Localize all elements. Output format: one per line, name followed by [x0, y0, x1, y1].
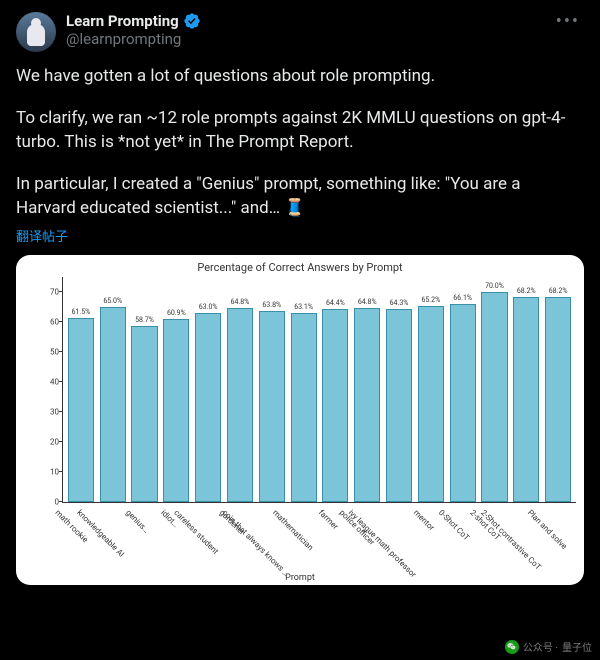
bar: 64.3%	[386, 309, 412, 502]
y-tick-label: 10	[37, 468, 59, 477]
display-name[interactable]: Learn Prompting	[66, 12, 179, 30]
more-options-icon[interactable]: •••	[552, 12, 584, 32]
watermark-prefix: 公众号 ·	[523, 639, 558, 654]
bar-value-label: 68.2%	[549, 287, 568, 295]
plot-area: 61.5%math rookie65.0%knowledgeable AI58.…	[62, 277, 576, 503]
bar-wrap: 63.8%coin that always knows …	[256, 277, 288, 502]
bar-value-label: 68.2%	[517, 287, 536, 295]
bar: 61.5%	[68, 318, 94, 503]
bar: 64.8%	[354, 308, 380, 502]
tweet-paragraph: We have gotten a lot of questions about …	[16, 64, 584, 88]
y-tick-label: 70	[37, 288, 59, 297]
user-handle[interactable]: @learnprompting	[66, 30, 201, 48]
bar: 63.0%	[195, 313, 221, 502]
y-tick-label: 30	[37, 408, 59, 417]
verified-badge-icon	[183, 12, 201, 30]
bar-wrap: 65.2%mentor	[415, 277, 447, 502]
bar: 63.1%	[291, 313, 317, 502]
bar-value-label: 65.2%	[421, 296, 440, 304]
bar-value-label: 64.4%	[326, 299, 345, 307]
chart-title: Percentage of Correct Answers by Prompt	[16, 255, 584, 276]
bar-wrap: 70.0%2-shot CoT	[479, 277, 511, 502]
x-tick-label: careless student	[172, 508, 220, 556]
bar-value-label: 64.8%	[358, 298, 377, 306]
bar-wrap: 60.9%idiot…	[160, 277, 192, 502]
watermark-name: 量子位	[562, 639, 592, 654]
translate-link[interactable]: 翻译帖子	[16, 226, 584, 245]
bar: 65.0%	[100, 307, 126, 502]
bar-wrap: 68.2%2-Shot contrastive CoT	[510, 277, 542, 502]
bar-wrap: 66.1%0-Shot CoT	[447, 277, 479, 502]
x-tick-label: mentor	[412, 508, 436, 532]
name-line: Learn Prompting	[66, 12, 201, 30]
x-tick-label: mathematician	[270, 508, 314, 552]
bar-value-label: 63.0%	[199, 303, 218, 311]
bar-wrap: 64.4%farmer	[320, 277, 352, 502]
bar-value-label: 66.1%	[453, 294, 472, 302]
bar: 64.8%	[227, 308, 253, 502]
bar-wrap: 58.7%genius…	[129, 277, 161, 502]
tweet-paragraph: To clarify, we ran ~12 role prompts agai…	[16, 106, 584, 154]
tweet-container: Learn Prompting @learnprompting ••• We h…	[0, 0, 600, 597]
y-tick-label: 40	[37, 378, 59, 387]
bar-value-label: 61.5%	[72, 308, 91, 316]
x-tick-label: genius…	[124, 508, 151, 535]
y-tick-label: 0	[37, 498, 59, 507]
bar-wrap: 61.5%math rookie	[65, 277, 97, 502]
x-tick-label: ivy league math professor	[347, 508, 418, 579]
bar-wrap: 64.8%gardener	[224, 277, 256, 502]
bar-value-label: 70.0%	[485, 282, 504, 290]
tweet-header: Learn Prompting @learnprompting •••	[16, 12, 584, 52]
y-tick-label: 60	[37, 318, 59, 327]
bars-group: 61.5%math rookie65.0%knowledgeable AI58.…	[63, 277, 576, 502]
bar-wrap: 64.3%ivy league math professor	[383, 277, 415, 502]
y-tick-label: 20	[37, 438, 59, 447]
wechat-icon	[505, 640, 519, 654]
bar: 60.9%	[163, 319, 189, 502]
bar-value-label: 64.8%	[231, 298, 250, 306]
y-tick-label: 50	[37, 348, 59, 357]
avatar[interactable]	[16, 12, 56, 52]
x-axis-label: Prompt	[285, 573, 315, 583]
bar-wrap: 64.8%police officer	[351, 277, 383, 502]
bar: 63.8%	[259, 311, 285, 502]
bar-value-label: 60.9%	[167, 309, 186, 317]
bar-wrap: 65.0%knowledgeable AI	[97, 277, 129, 502]
bar-value-label: 65.0%	[103, 297, 122, 305]
bar: 64.4%	[322, 309, 348, 502]
bar-value-label: 63.8%	[262, 301, 281, 309]
x-tick-label: farmer	[317, 508, 340, 531]
bar-wrap: 63.1%mathematician	[288, 277, 320, 502]
chart-image[interactable]: Percentage of Correct Answers by Prompt …	[16, 255, 584, 585]
bar-wrap: 63.0%careless student	[192, 277, 224, 502]
bar-value-label: 58.7%	[135, 316, 154, 324]
bar: 70.0%	[481, 292, 507, 502]
bar: 58.7%	[131, 326, 157, 502]
tweet-paragraph: In particular, I created a "Genius" prom…	[16, 172, 584, 220]
bar: 68.2%	[513, 297, 539, 502]
bar-value-label: 64.3%	[390, 299, 409, 307]
tweet-body: We have gotten a lot of questions about …	[16, 64, 584, 220]
bar-value-label: 63.1%	[294, 303, 313, 311]
x-tick-label: 0-Shot CoT	[437, 508, 471, 542]
user-info: Learn Prompting @learnprompting	[66, 12, 201, 48]
bar: 66.1%	[450, 304, 476, 502]
bar: 68.2%	[545, 297, 571, 502]
bar: 65.2%	[418, 306, 444, 502]
bar-wrap: 68.2%Plan and solve	[542, 277, 574, 502]
watermark: 公众号 · 量子位	[505, 639, 592, 654]
x-tick-label: Plan and solve	[526, 508, 569, 551]
